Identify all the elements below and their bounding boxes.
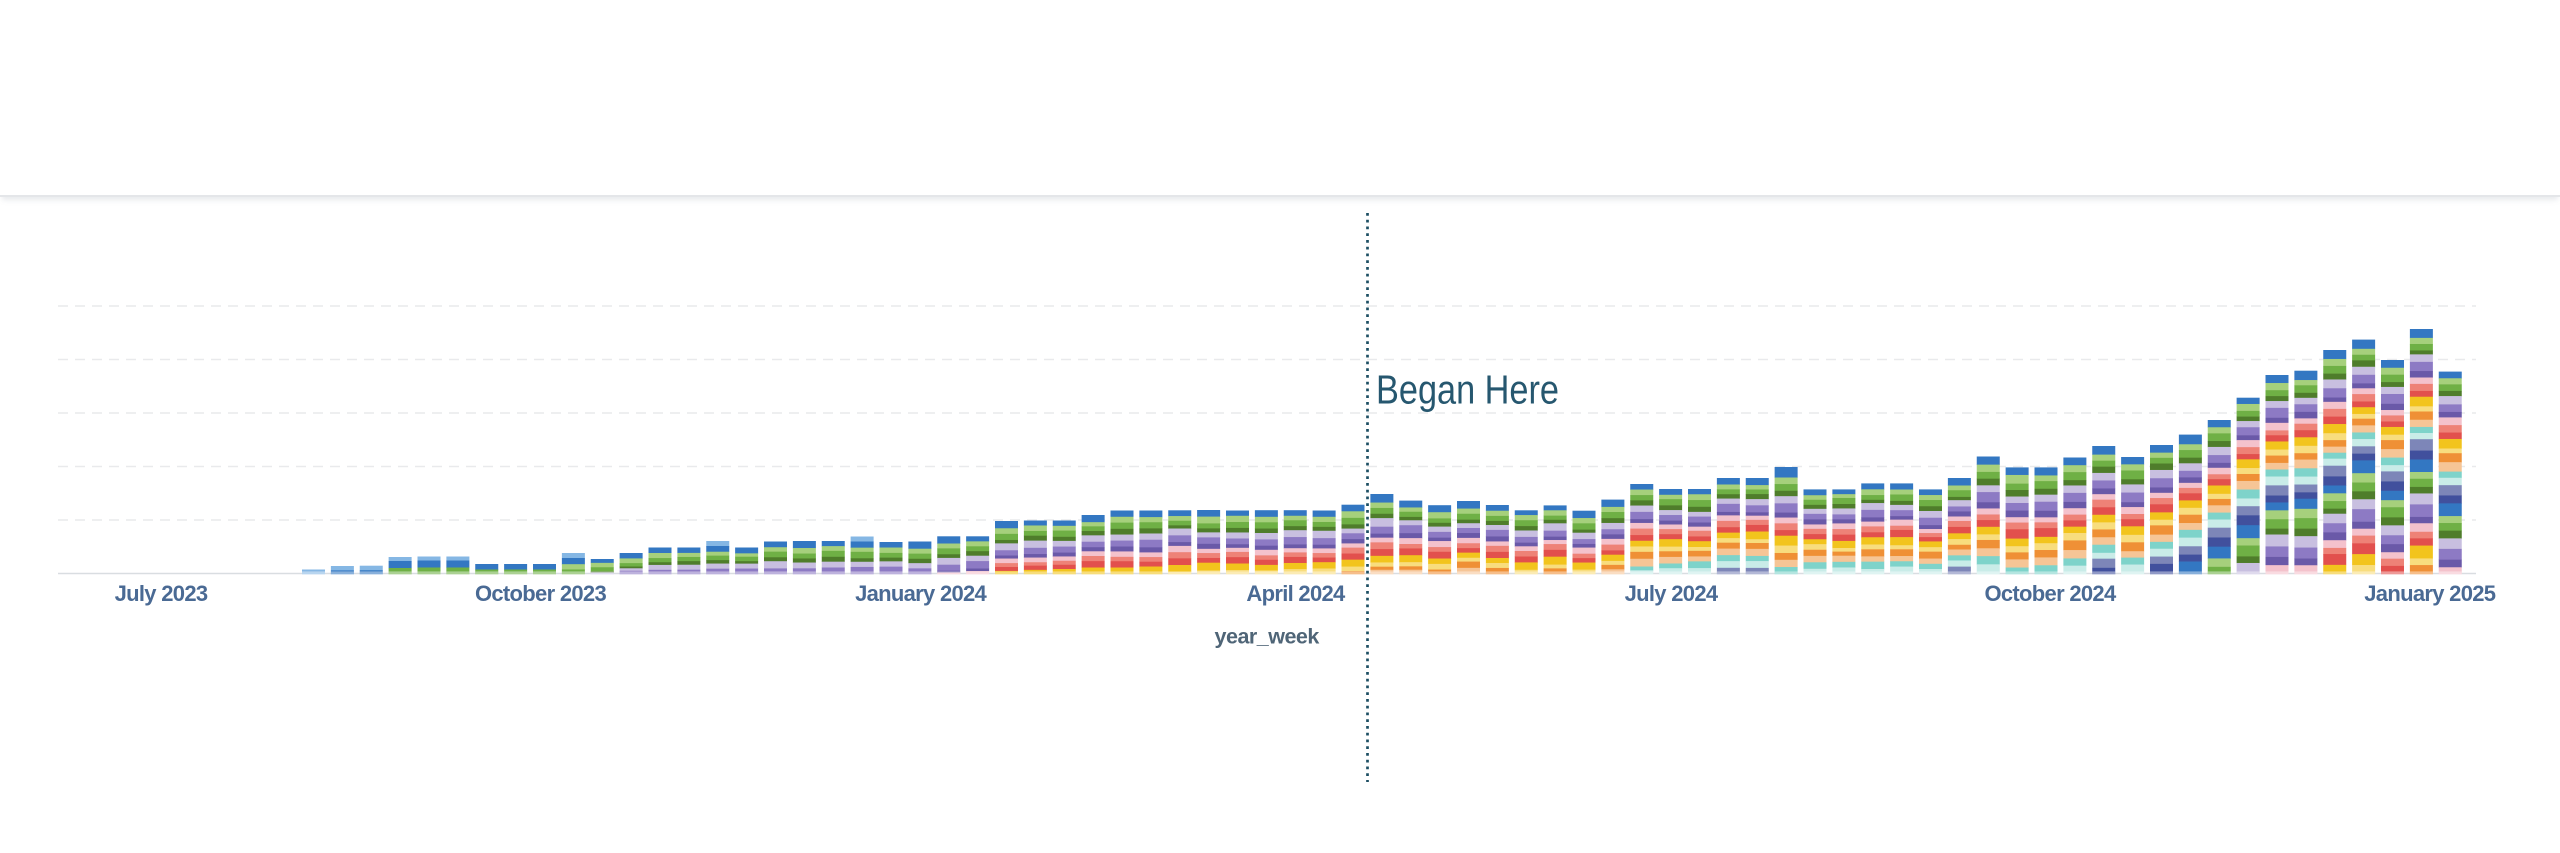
svg-text:July 2023: July 2023: [115, 581, 208, 606]
svg-text:April 2024: April 2024: [1246, 581, 1346, 606]
svg-text:July 2024: July 2024: [1625, 581, 1719, 606]
svg-text:October 2024: October 2024: [1984, 581, 2116, 606]
svg-text:January 2024: January 2024: [855, 581, 987, 606]
svg-text:year_week: year_week: [1215, 624, 1320, 648]
svg-text:October 2023: October 2023: [475, 581, 606, 606]
svg-text:Began Here: Began Here: [1376, 367, 1559, 413]
svg-text:January 2025: January 2025: [2364, 581, 2495, 606]
